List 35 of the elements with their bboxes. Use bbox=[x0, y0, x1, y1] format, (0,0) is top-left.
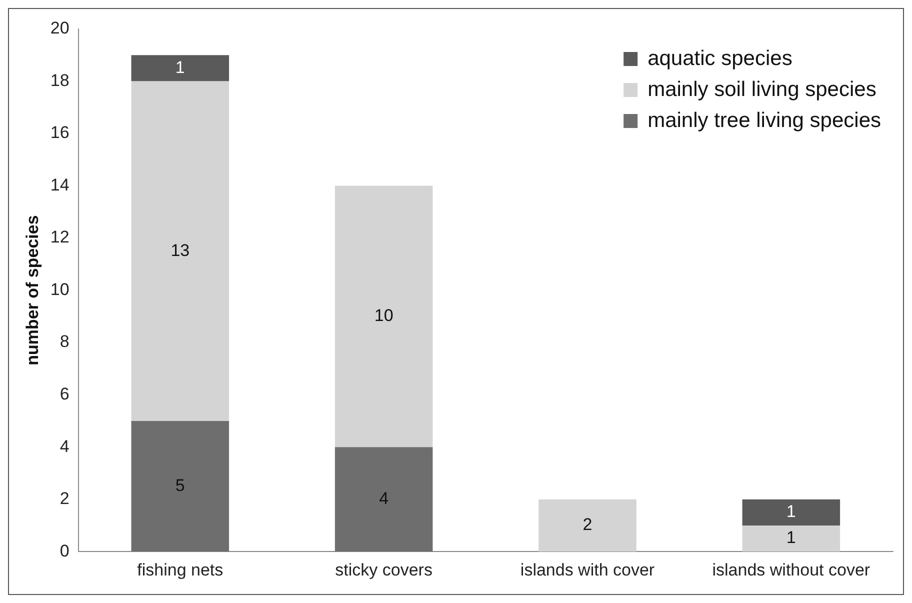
bar bbox=[742, 499, 840, 526]
bar bbox=[131, 81, 230, 421]
y-tick-label: 4 bbox=[60, 436, 70, 456]
bar bbox=[334, 447, 433, 552]
x-tick-label: sticky covers bbox=[335, 560, 432, 580]
data-label: 13 bbox=[170, 240, 190, 260]
data-label: 4 bbox=[379, 489, 389, 508]
data-label: 2 bbox=[582, 515, 592, 534]
x-tick-label: islands without cover bbox=[712, 560, 870, 580]
bar bbox=[742, 525, 840, 552]
bar bbox=[131, 420, 230, 552]
data-label: 1 bbox=[175, 58, 185, 77]
y-tick-label: 0 bbox=[60, 541, 70, 560]
y-tick-label: 10 bbox=[50, 280, 70, 299]
data-label: 1 bbox=[786, 502, 796, 522]
y-tick-label: 16 bbox=[50, 123, 70, 142]
y-tick-label: 20 bbox=[50, 18, 70, 38]
x-tick-label: islands with cover bbox=[520, 560, 655, 580]
data-label: 5 bbox=[175, 476, 185, 495]
y-tick-label: 12 bbox=[50, 228, 70, 247]
y-tick-label: 8 bbox=[60, 332, 70, 352]
y-tick-label: 18 bbox=[50, 70, 70, 90]
bar bbox=[538, 499, 636, 552]
y-tick-label: 6 bbox=[60, 384, 70, 404]
y-tick-label: 2 bbox=[60, 489, 70, 508]
x-tick-label: fishing nets bbox=[137, 560, 224, 580]
y-tick-label: 14 bbox=[50, 175, 70, 194]
y-axis-title: number of species bbox=[22, 215, 42, 366]
data-label: 1 bbox=[786, 528, 796, 548]
legend-label: mainly soil living species bbox=[648, 78, 876, 101]
legend-label: mainly tree living species bbox=[648, 108, 882, 132]
bar bbox=[334, 186, 433, 448]
legend-label: aquatic species bbox=[648, 46, 792, 70]
data-label: 10 bbox=[374, 306, 394, 326]
bar bbox=[131, 55, 230, 82]
